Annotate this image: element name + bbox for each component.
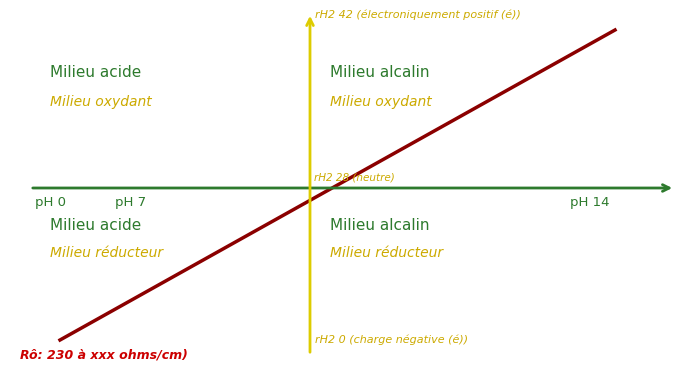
Text: pH 7: pH 7	[115, 196, 146, 209]
Text: Rô: 230 à xxx ohms/cm): Rô: 230 à xxx ohms/cm)	[20, 348, 188, 361]
Text: Milieu alcalin: Milieu alcalin	[330, 218, 430, 233]
Text: pH 0: pH 0	[35, 196, 66, 209]
Text: rH2 42 (électroniquement positif (é)): rH2 42 (électroniquement positif (é))	[315, 10, 521, 21]
Text: pH 14: pH 14	[570, 196, 610, 209]
Text: Milieu acide: Milieu acide	[50, 218, 141, 233]
Text: rH2 28 (neutre): rH2 28 (neutre)	[314, 173, 395, 183]
Text: Milieu réducteur: Milieu réducteur	[50, 246, 163, 260]
Text: rH2 0 (charge négative (é)): rH2 0 (charge négative (é))	[315, 335, 468, 345]
Text: Milieu oxydant: Milieu oxydant	[330, 95, 432, 109]
Text: Milieu alcalin: Milieu alcalin	[330, 65, 430, 80]
Text: Milieu réducteur: Milieu réducteur	[330, 246, 443, 260]
Text: Milieu acide: Milieu acide	[50, 65, 141, 80]
Text: Milieu oxydant: Milieu oxydant	[50, 95, 152, 109]
